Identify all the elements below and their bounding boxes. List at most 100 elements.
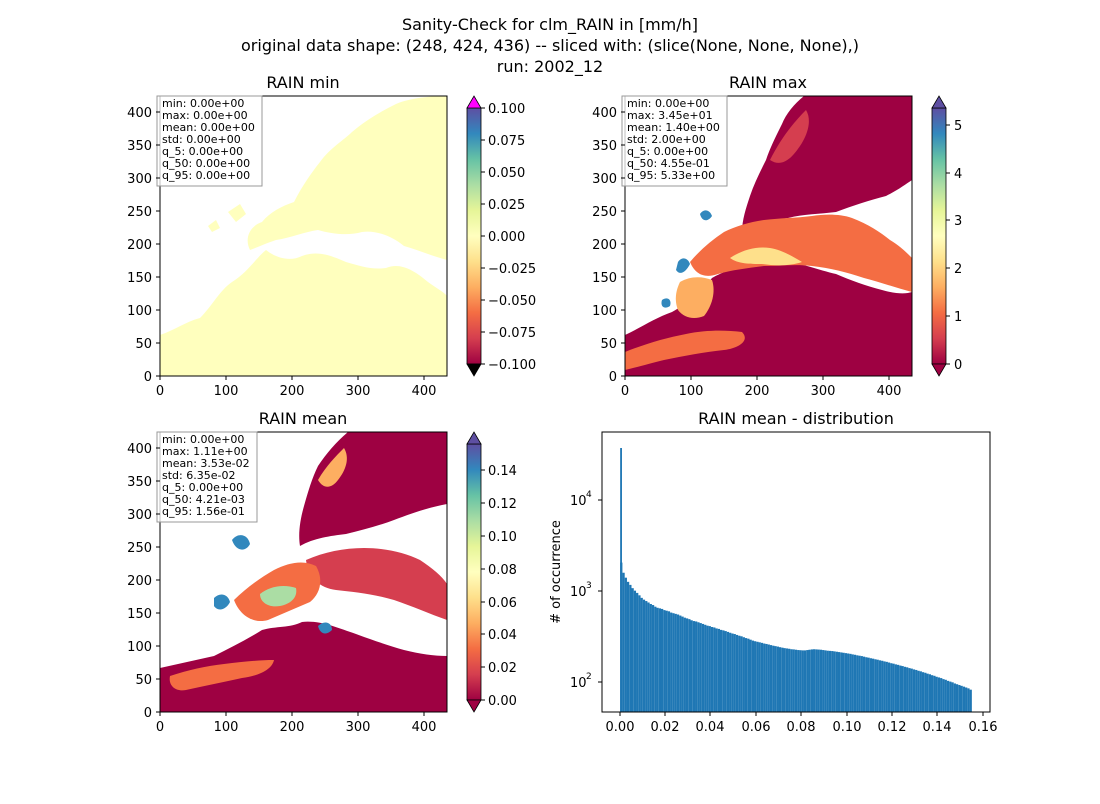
stat-line: min: 0.00e+00 [162,433,244,446]
histogram-bar [645,601,648,712]
histogram-bar [876,659,879,712]
histogram-bar [654,606,657,712]
y-tick-label: 400 [592,106,617,121]
histogram-bar [847,653,850,712]
histogram-bar [676,614,680,712]
histogram-bar [894,664,897,712]
histogram-bar [874,659,877,712]
x-tick-label: 0 [156,720,164,735]
histogram-bar [640,597,643,712]
map-central-europe-rain [690,214,912,292]
histogram-bar [819,649,823,712]
histogram-bar [733,634,736,712]
stats-box: min: 0.00e+00 max: 3.45e+01 mean: 1.40e+… [621,95,728,187]
histogram-bar [719,629,723,712]
histogram-bar [685,618,689,712]
histogram-bar [622,572,625,712]
colorbar-tick-label: −0.075 [488,326,536,341]
figure-suptitle-line-1: Sanity-Check for clm_RAIN in [mm/h] [402,15,698,35]
histogram-bar [658,608,661,712]
histogram-bar [965,687,968,712]
histogram-bar [867,657,870,712]
colorbar-tick-label: 1 [954,310,962,325]
y-tick-label: 300 [127,508,152,523]
histogram-bar [953,683,956,712]
stat-line: max: 0.00e+00 [162,109,248,122]
y-tick-label: 10 [570,585,587,600]
histogram-bar [636,592,639,712]
panel-rain-max: RAIN max min: 0.00e+00 max: 3.45e+01 mea… [592,73,962,399]
histogram-bar [751,640,755,712]
histogram-bar [903,666,907,712]
histogram-bar [651,605,655,712]
colorbar-tick-label: 0.14 [488,464,517,479]
colorbar-tick-label: −0.050 [488,294,536,309]
stat-line: q_50: 4.55e-01 [627,157,710,170]
histogram-bar [801,650,804,712]
x-tick-label: 400 [412,384,437,399]
histogram-bar [665,610,668,712]
histogram-bar [942,679,945,712]
histogram-bar [760,642,764,712]
panel-rain-min: RAIN min min: 0.00e+00 max: 0.00e+00 mea… [127,73,536,399]
histogram-bar [928,674,932,712]
histogram-bar [715,628,718,712]
histogram-bar [726,631,730,712]
y-tick-label: 200 [127,238,152,253]
histogram-bar [688,619,691,712]
histogram-bar [853,654,857,712]
histogram-bar [763,643,766,712]
histogram-bar [674,613,677,712]
histogram-bar [629,584,632,712]
histogram-bar [892,663,895,712]
histogram-bar [808,649,811,712]
histogram-bar [878,660,882,712]
histogram-bar [794,649,798,712]
stat-line: mean: 1.40e+00 [627,121,720,134]
x-axis-ticks: 0.00 0.02 0.04 0.06 0.08 0.10 0.12 0.14 … [606,712,997,735]
histogram-bar [946,680,950,712]
histogram-bar [738,635,741,712]
histogram-bar [935,676,938,712]
histogram-bar [788,648,791,712]
x-tick-label: 200 [745,384,770,399]
histogram-bar [872,658,875,712]
histogram-bar [667,611,671,712]
histogram-bar [837,652,841,712]
histogram-bar [708,626,711,712]
histogram-bar [767,644,770,712]
histogram-bar [951,682,954,712]
y-tick-label: 10 [570,676,587,691]
y-tick-label: 10 [570,494,587,509]
stat-line: mean: 0.00e+00 [162,121,255,134]
axes-frame [624,95,913,377]
histogram-bar [851,654,854,712]
x-tick-label: 0.04 [696,720,725,735]
stat-line: min: 0.00e+00 [162,97,244,110]
y-tick-label: 400 [127,442,152,457]
colorbar-tick-label: 0 [954,358,962,373]
histogram-bar [858,655,861,712]
stat-line: q_50: 4.21e-03 [162,493,245,506]
histogram-bar [960,685,963,712]
map-atlantic-coast-heavy [661,210,712,308]
histogram-bar [865,657,868,712]
histogram-bar [681,616,684,712]
histogram-bar [833,651,836,712]
histogram-bar [717,628,720,712]
histogram-bar [690,620,693,712]
histogram-bar [683,617,686,712]
colorbar-gradient [931,107,947,365]
x-tick-label: 300 [811,384,836,399]
histogram-bar [890,663,893,712]
colorbar-gradient [466,107,482,365]
x-tick-label: 0.00 [606,720,635,735]
panel-rain-mean-distribution: RAIN mean - distribution # of occurrence… [549,409,997,735]
panel-title: RAIN mean - distribution [698,409,894,428]
map-scandinavia-mean [318,448,347,487]
histogram-bar [697,622,700,712]
histogram-bar [915,669,918,712]
histogram-bar [792,649,795,712]
histogram-bar [706,625,709,712]
map-north-africa-rain [625,330,745,370]
